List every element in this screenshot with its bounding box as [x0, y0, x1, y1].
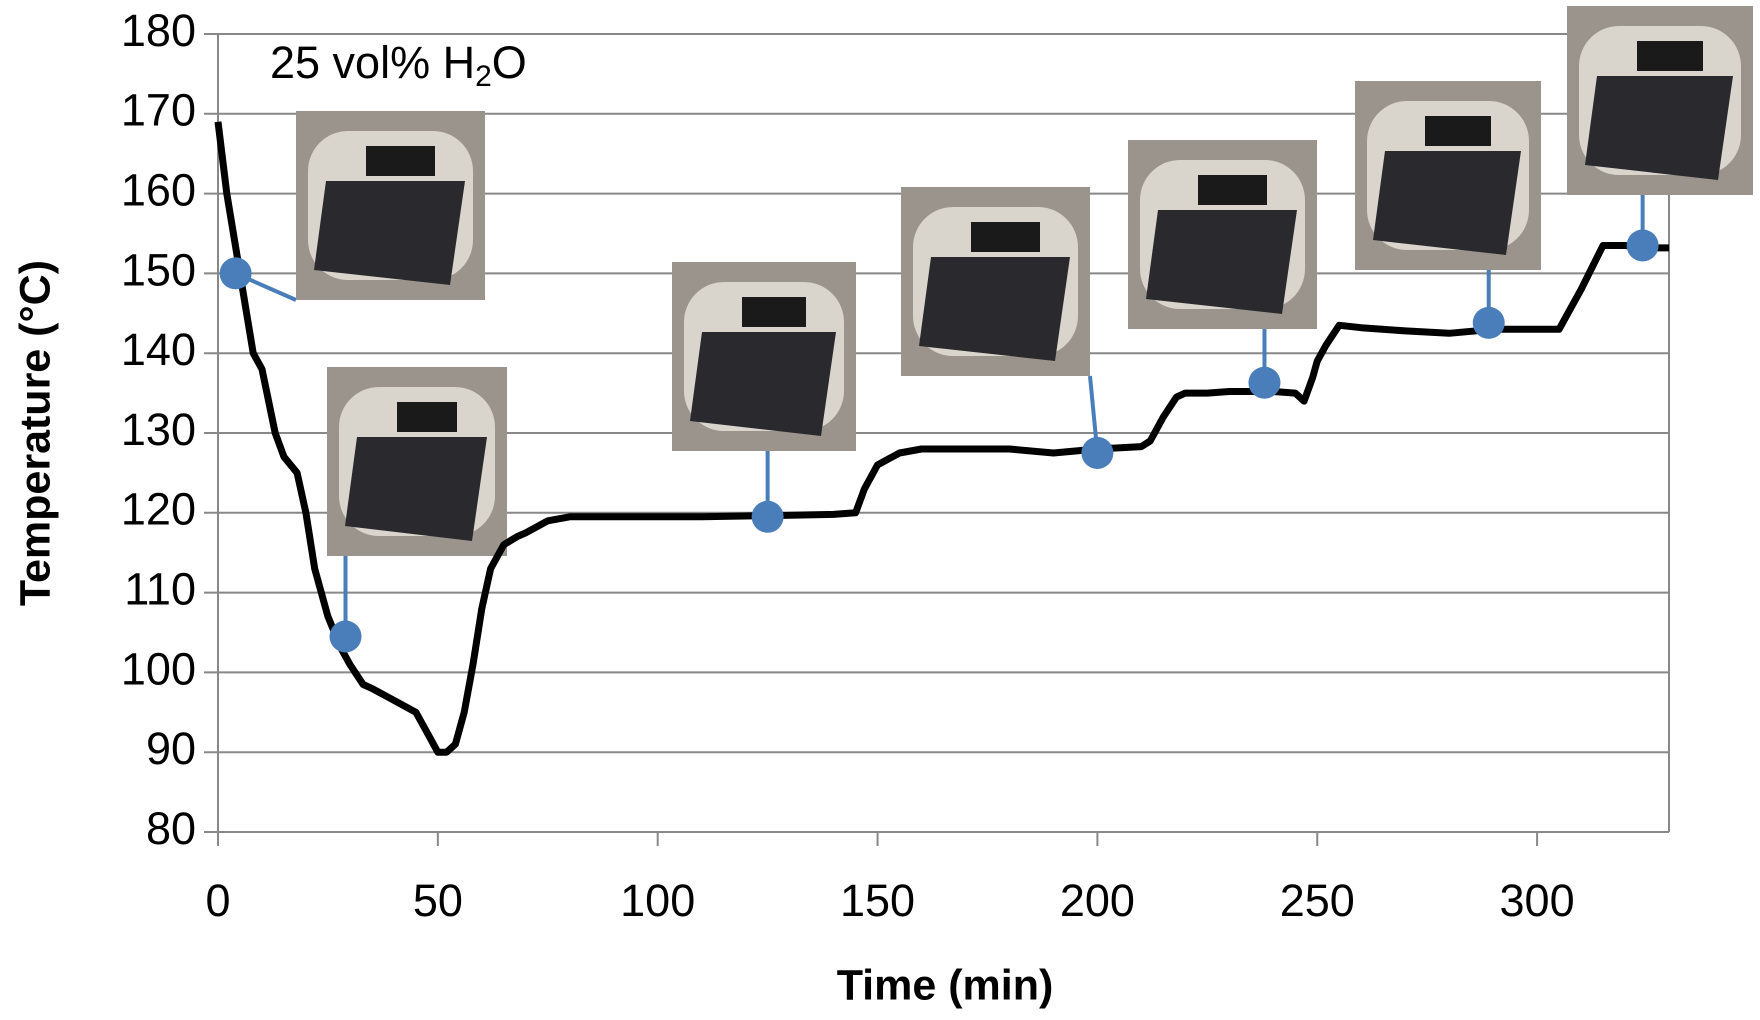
marker [751, 500, 784, 533]
photo [1567, 6, 1753, 195]
y-tick-label: 150 [121, 244, 196, 295]
x-tick-label: 300 [1500, 875, 1575, 926]
y-tick-label: 90 [146, 723, 196, 774]
annotation-sub: 2 [475, 60, 492, 93]
photo-plate [1146, 210, 1297, 314]
photo [1355, 81, 1541, 270]
x-tick-label: 250 [1280, 875, 1355, 926]
photo-slot [742, 297, 806, 327]
photo-slot [971, 222, 1040, 252]
photo [1128, 140, 1317, 329]
photo-slot [397, 402, 457, 432]
photo [672, 262, 856, 451]
photo-plate [314, 181, 465, 285]
annotation: 25 vol% H2O [270, 37, 527, 93]
photo-plate [345, 437, 487, 541]
y-tick-label: 130 [121, 404, 196, 455]
y-axis-title: Temperature (°C) [11, 260, 59, 606]
y-tick-label: 170 [121, 85, 196, 136]
marker [1472, 306, 1505, 339]
photo-slot [1198, 175, 1267, 205]
temperature-line [214, 121, 1669, 756]
marker [1081, 436, 1114, 469]
marker [1626, 229, 1659, 262]
photos [234, 6, 1753, 637]
y-tick-label: 160 [121, 164, 196, 215]
photo [296, 111, 485, 300]
y-tick-label: 100 [121, 643, 196, 694]
marker [219, 257, 252, 290]
x-tick-label: 150 [840, 875, 915, 926]
y-tick-label: 80 [146, 803, 196, 854]
x-tick-label: 50 [413, 875, 463, 926]
y-tick-label: 140 [121, 324, 196, 375]
y-tick-label: 180 [121, 5, 196, 56]
photo-plate [1585, 76, 1733, 180]
marker [329, 620, 362, 653]
photo-slot [1425, 116, 1491, 146]
photo [901, 187, 1090, 376]
marker [1248, 366, 1281, 399]
x-tick-label: 100 [620, 875, 695, 926]
photo-slot [366, 146, 435, 176]
x-axis-title: Time (min) [837, 961, 1054, 1009]
annotation-text: 25 vol% H [270, 37, 475, 88]
photo-plate [919, 257, 1070, 361]
photo-plate [690, 332, 836, 436]
photo-plate [1373, 151, 1521, 255]
plot [214, 121, 1669, 756]
annotation-tail: O [492, 37, 527, 88]
y-tick-label: 120 [121, 484, 196, 535]
x-tick-label: 0 [205, 875, 230, 926]
photo [327, 367, 507, 556]
y-tick-label: 110 [124, 563, 196, 614]
photo-slot [1637, 41, 1703, 71]
x-tick-label: 200 [1060, 875, 1135, 926]
